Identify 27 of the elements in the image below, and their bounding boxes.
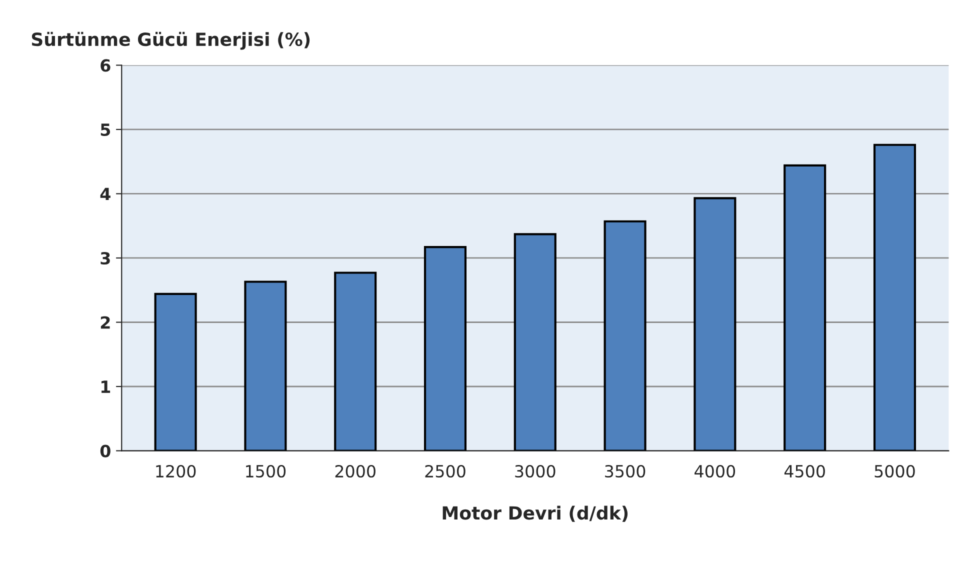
y-tick-label: 2 xyxy=(100,316,110,329)
x-tick-label: 2500 xyxy=(425,464,466,478)
y-tick-label: 1 xyxy=(101,380,110,393)
bar xyxy=(604,220,646,451)
y-tick-label: 3 xyxy=(100,252,110,265)
bar xyxy=(514,233,556,451)
bar xyxy=(424,246,467,451)
y-tick-label: 6 xyxy=(100,59,110,72)
bar xyxy=(334,272,377,451)
bar xyxy=(873,144,916,451)
x-tick-label: 4000 xyxy=(694,464,736,478)
bar xyxy=(694,197,736,451)
x-tick-label: 4500 xyxy=(784,464,825,478)
x-tick-label: 5000 xyxy=(874,464,915,478)
x-tick-label: 1500 xyxy=(246,464,286,478)
y-tick-label: 5 xyxy=(100,124,110,136)
bar xyxy=(784,164,826,451)
y-axis-title: Sürtünme Gücü Enerjisi (%) xyxy=(32,32,310,50)
x-tick-label: 2000 xyxy=(335,464,376,478)
x-tick-label: 1200 xyxy=(156,464,196,478)
bar xyxy=(244,280,287,451)
y-tick-label: 0 xyxy=(100,444,110,458)
x-tick-label: 3000 xyxy=(515,464,556,478)
y-tick-label: 4 xyxy=(100,188,110,200)
x-axis-title: Motor Devri (d/dk) xyxy=(442,506,628,522)
bar xyxy=(154,292,197,451)
x-tick-label: 3500 xyxy=(605,464,646,478)
